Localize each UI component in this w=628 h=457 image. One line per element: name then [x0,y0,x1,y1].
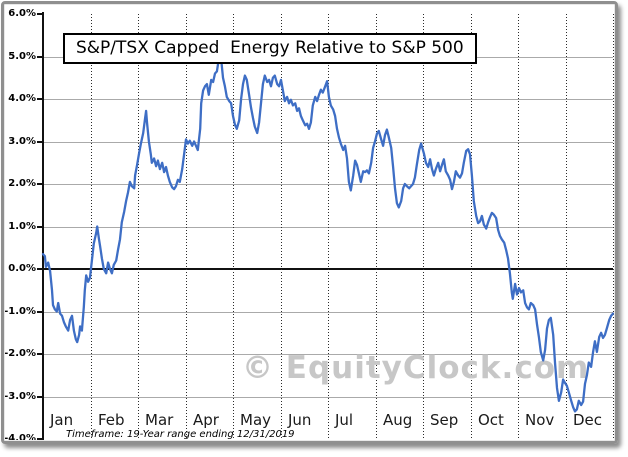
month-gridline [423,14,424,440]
x-axis-label-sep: Sep [430,411,459,429]
y-axis-label: -1.0% [4,305,36,317]
y-axis-label: -3.0% [4,390,36,402]
y-axis-line [42,12,44,442]
y-axis-tick [37,268,43,270]
y-axis-tick [37,140,43,143]
y-axis-label: 6.0% [8,8,36,19]
month-gridline [91,14,92,440]
month-gridline [566,14,567,440]
timeframe-footnote: Timeframe: 19-Year range ending 12/31/20… [66,429,295,440]
y-axis-label: 3.0% [8,135,36,147]
y-axis-label: 4.0% [8,93,36,104]
month-gridline [233,14,234,440]
x-axis-label-apr: Apr [193,411,219,429]
y-axis-label: -4.0% [4,433,36,444]
x-axis-label-oct: Oct [478,411,504,429]
y-axis-tick [37,438,43,440]
watermark-equityclock: © EquityClock.com [242,350,590,386]
month-gridline [471,14,472,440]
x-axis-label-feb: Feb [98,411,125,429]
y-axis-tick [37,98,43,100]
x-axis-label-may: May [240,411,272,429]
month-gridline [138,14,139,440]
x-axis-label-jan: Jan [50,411,74,429]
y-axis-tick [37,310,43,313]
y-axis-tick [37,55,43,58]
x-axis-label-dec: Dec [573,411,603,429]
x-axis-label-mar: Mar [145,411,174,429]
x-axis-label-aug: Aug [383,411,413,429]
month-gridline [518,14,519,440]
y-axis-label: 5.0% [8,50,36,62]
month-gridline [613,14,614,440]
x-axis-label-jul: Jul [335,411,354,429]
x-axis-label-nov: Nov [525,411,555,429]
x-axis-label-jun: Jun [288,411,312,429]
month-gridline [328,14,329,440]
y-axis-tick [37,395,43,398]
y-axis-tick [37,353,43,355]
month-gridline [376,14,377,440]
y-axis-label: -2.0% [4,348,36,359]
chart-title: S&P/TSX Capped Energy Relative to S&P 50… [63,33,477,64]
y-axis-tick [37,225,43,228]
y-axis-tick [37,183,43,185]
y-axis-tick [37,13,43,15]
month-gridline [281,14,282,440]
y-axis-label: 1.0% [8,220,36,232]
y-axis-label: 2.0% [8,178,36,189]
month-gridline [186,14,187,440]
y-axis-label: 0.0% [8,263,36,274]
